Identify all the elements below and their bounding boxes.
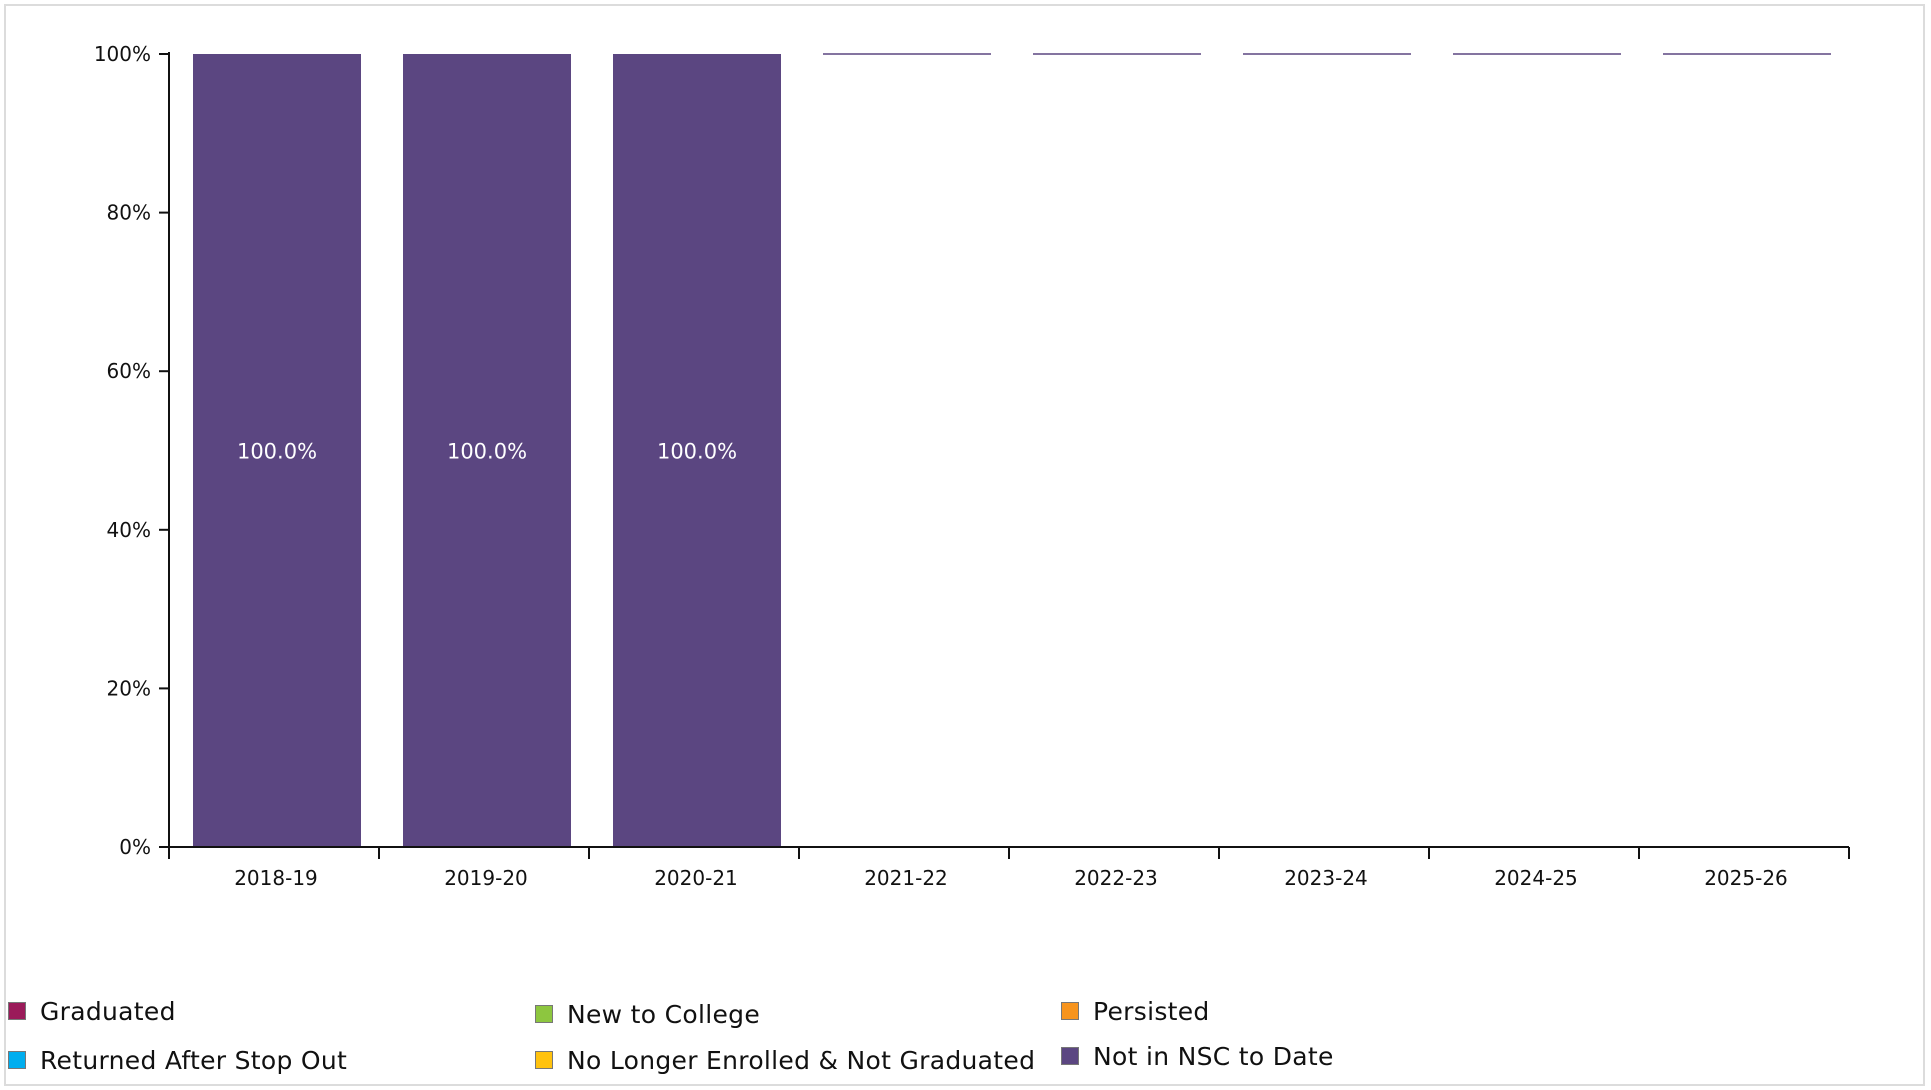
data-label-2019-20: 100.0% [447,440,527,464]
labels: 100.0% 2018-19 100.0% 2019-20 100.0% 2020-21 2… [94,42,1788,890]
bar-segment-2018-19-not-in-nsc-to-date [193,54,361,847]
x-tick-label-2022-23: 2022-23 [1074,866,1158,890]
y-tick-label-2: 40% [107,518,151,542]
x-tick-label-2019-20: 2019-20 [444,866,528,890]
x-tick-label-2024-25: 2024-25 [1494,866,1578,890]
bar-segment-2020-21-not-in-nsc-to-date [613,54,781,847]
axes [159,52,1850,859]
y-tick-label-0: 0% [119,835,151,859]
data-label-2018-19: 100.0% [237,440,317,464]
bars [193,53,1831,847]
x-tick-label-2018-19: 2018-19 [234,866,318,890]
y-tick-label-5: 100% [94,42,151,66]
data-label-2020-21: 100.0% [657,440,737,464]
x-tick-label-2021-22: 2021-22 [864,866,948,890]
x-tick-label-2020-21: 2020-21 [654,866,738,890]
y-tick-label-1: 20% [107,676,151,700]
y-tick-label-3: 60% [107,359,151,383]
bar-segment-2019-20-not-in-nsc-to-date [403,54,571,847]
x-tick-label-2025-26: 2025-26 [1704,866,1788,890]
y-tick-label-4: 80% [107,201,151,225]
x-tick-label-2023-24: 2023-24 [1284,866,1368,890]
